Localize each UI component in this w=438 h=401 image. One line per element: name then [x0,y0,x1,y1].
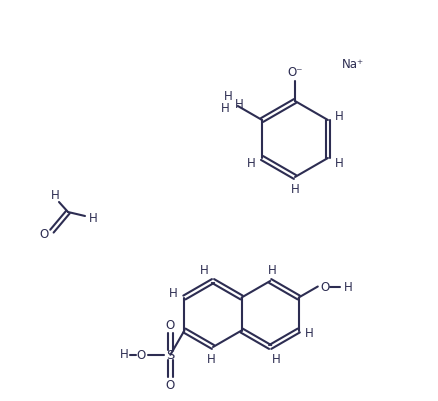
Text: H: H [343,280,351,293]
Text: H: H [223,89,232,102]
Text: H: H [88,212,97,225]
Text: O: O [166,318,175,331]
Text: H: H [50,189,59,202]
Text: H: H [334,109,343,122]
Text: O⁻: O⁻ [286,66,302,79]
Text: H: H [220,101,229,114]
Text: H: H [267,264,276,277]
Text: H: H [334,157,343,170]
Text: H: H [234,97,243,110]
Text: S: S [166,348,174,361]
Text: H: H [120,347,128,360]
Text: H: H [246,157,255,170]
Text: H: H [271,352,280,366]
Text: Na⁺: Na⁺ [341,57,363,70]
Text: O: O [39,227,49,240]
Text: O: O [319,280,328,293]
Text: O: O [137,348,146,361]
Text: O: O [166,378,175,391]
Text: H: H [290,183,299,196]
Text: H: H [199,264,208,277]
Text: H: H [169,286,177,299]
Text: H: H [206,352,215,366]
Text: H: H [305,326,314,339]
